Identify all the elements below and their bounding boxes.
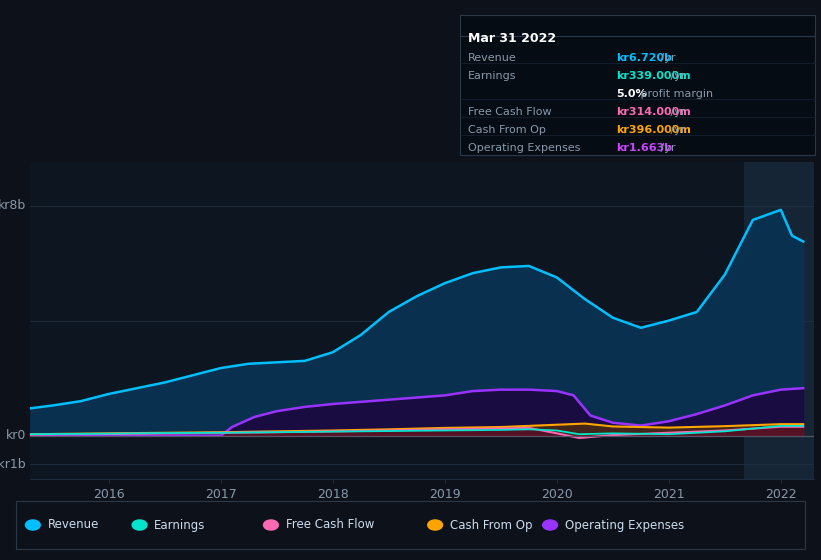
- Text: Operating Expenses: Operating Expenses: [468, 143, 580, 153]
- Text: Free Cash Flow: Free Cash Flow: [468, 107, 552, 117]
- Text: /yr: /yr: [667, 125, 686, 135]
- Text: kr6.720b: kr6.720b: [617, 53, 672, 63]
- Text: profit margin: profit margin: [636, 89, 713, 99]
- Text: -kr1b: -kr1b: [0, 458, 26, 471]
- Text: Cash From Op: Cash From Op: [468, 125, 546, 135]
- Text: /yr: /yr: [657, 143, 676, 153]
- Text: /yr: /yr: [667, 107, 686, 117]
- Text: kr314.000m: kr314.000m: [617, 107, 691, 117]
- Text: /yr: /yr: [657, 53, 676, 63]
- Text: 5.0%: 5.0%: [617, 89, 647, 99]
- Text: kr0: kr0: [6, 429, 26, 442]
- Text: Earnings: Earnings: [468, 71, 516, 81]
- Text: kr396.000m: kr396.000m: [617, 125, 691, 135]
- Text: Revenue: Revenue: [48, 519, 99, 531]
- Text: Earnings: Earnings: [154, 519, 206, 531]
- Text: Revenue: Revenue: [468, 53, 517, 63]
- Text: Mar 31 2022: Mar 31 2022: [468, 32, 557, 45]
- Text: kr1.663b: kr1.663b: [617, 143, 672, 153]
- Text: /yr: /yr: [667, 71, 686, 81]
- Text: Operating Expenses: Operating Expenses: [565, 519, 684, 531]
- Text: Cash From Op: Cash From Op: [450, 519, 532, 531]
- Text: kr339.000m: kr339.000m: [617, 71, 690, 81]
- Text: kr8b: kr8b: [0, 199, 26, 212]
- Bar: [744, 162, 814, 479]
- Text: Free Cash Flow: Free Cash Flow: [286, 519, 374, 531]
